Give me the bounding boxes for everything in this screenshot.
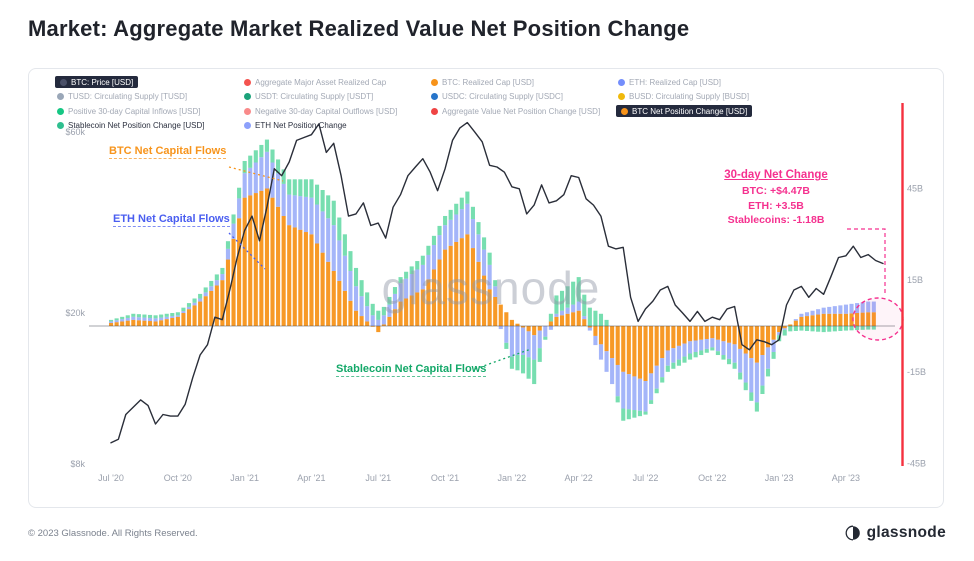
svg-text:$8k: $8k [70, 459, 85, 469]
legend-dot-icon [60, 78, 67, 86]
legend-dot-icon [621, 107, 628, 115]
legend-dot-icon [244, 93, 251, 100]
legend-item[interactable]: USDT: Circulating Supply [USDT] [242, 91, 429, 102]
legend-row: BTC: Price [USD] Aggregate Major Asset Re… [55, 76, 937, 88]
page-footer: © 2023 Glassnode. All Rights Reserved. g… [28, 524, 946, 542]
legend-item[interactable]: ETH Net Position Change [242, 120, 429, 131]
svg-text:Jul '21: Jul '21 [365, 473, 391, 483]
svg-text:Jan '21: Jan '21 [230, 473, 259, 483]
legend-item[interactable]: BTC: Price [USD] [55, 76, 242, 88]
legend-item[interactable]: BUSD: Circulating Supply [BUSD] [616, 91, 803, 102]
svg-text:-45B: -45B [907, 459, 926, 469]
annotation-net-change-eth: ETH: +3.5B [748, 199, 804, 212]
legend-dot-icon [618, 78, 625, 86]
chart-legend: BTC: Price [USD] Aggregate Major Asset Re… [55, 76, 937, 134]
glassnode-watermark: glassnode [381, 262, 601, 314]
legend-label: Stablecoin Net Position Change [USD] [68, 121, 205, 130]
svg-text:Oct '22: Oct '22 [698, 473, 726, 483]
annotation-30-day-net-change: 30-day Net Change BTC: +$4.47B ETH: +3.5… [681, 169, 871, 228]
legend-item[interactable]: BTC Net Position Change [USD] [616, 105, 803, 117]
svg-text:Jan '23: Jan '23 [765, 473, 794, 483]
legend-dot-icon [57, 93, 64, 100]
annotation-stablecoin-net-capital-flows: Stablecoin Net Capital Flows [336, 363, 487, 377]
legend-item[interactable]: ETH: Realized Cap [USD] [616, 76, 803, 88]
legend-item[interactable]: Aggregate Value Net Position Change [USD… [429, 105, 616, 117]
legend-label: Aggregate Value Net Position Change [USD… [442, 106, 601, 116]
legend-dot-icon [431, 93, 438, 100]
legend-label: BUSD: Circulating Supply [BUSD] [629, 92, 750, 101]
legend-row: Positive 30-day Capital Inflows [USD] Neg… [55, 105, 937, 117]
svg-text:Apr '22: Apr '22 [565, 473, 593, 483]
svg-text:45B: 45B [907, 183, 923, 193]
svg-text:Apr '23: Apr '23 [832, 473, 860, 483]
svg-text:Oct '20: Oct '20 [164, 473, 192, 483]
annotation-net-change-btc: BTC: +$4.47B [742, 185, 810, 197]
page-title: Market: Aggregate Market Realized Value … [28, 16, 690, 41]
svg-text:Jan '22: Jan '22 [497, 473, 526, 483]
annotation-eth-net-capital-flows: ETH Net Capital Flows [113, 213, 230, 227]
legend-dot-icon [244, 78, 251, 86]
svg-text:15B: 15B [907, 275, 923, 285]
legend-label: Aggregate Major Asset Realized Cap [255, 77, 387, 87]
legend-dot-icon [244, 122, 251, 129]
legend-label: Negative 30-day Capital Outflows [USD] [255, 106, 398, 116]
glassnode-brand-link[interactable]: glassnode [845, 524, 946, 542]
legend-item[interactable]: Stablecoin Net Position Change [USD] [55, 120, 242, 131]
svg-text:Jul '22: Jul '22 [633, 473, 659, 483]
svg-text:$20k: $20k [65, 308, 85, 318]
legend-dot-icon [57, 122, 64, 129]
legend-label: BTC Net Position Change [USD] [632, 106, 748, 116]
svg-text:Oct '21: Oct '21 [431, 473, 459, 483]
legend-label: USDC: Circulating Supply [USDC] [442, 92, 563, 101]
legend-row: Stablecoin Net Position Change [USD] ETH … [55, 120, 937, 131]
legend-dot-icon [57, 107, 64, 115]
legend-dot-icon [244, 107, 251, 115]
legend-label: Positive 30-day Capital Inflows [USD] [68, 106, 201, 116]
legend-label: ETH: Realized Cap [USD] [629, 77, 722, 87]
glassnode-brand-text: glassnode [866, 524, 946, 541]
legend-label: BTC: Realized Cap [USD] [442, 77, 535, 87]
annotation-btc-net-capital-flows: BTC Net Capital Flows [109, 145, 227, 159]
legend-label: ETH Net Position Change [255, 121, 347, 130]
legend-dot-icon [431, 107, 438, 115]
annotation-net-change-stablecoins: Stablecoins: -1.18B [727, 214, 825, 227]
chart-card: $60k $20k $8k 45B 15B -15B -45B Jul '20 Oct '20 J… [28, 68, 944, 508]
legend-dot-icon [431, 78, 438, 86]
svg-text:Jul '20: Jul '20 [98, 473, 124, 483]
annotation-net-change-title: 30-day Net Change [724, 169, 828, 181]
legend-dot-icon [618, 93, 625, 100]
legend-item[interactable]: BTC: Realized Cap [USD] [429, 76, 616, 88]
chart-plot[interactable]: $60k $20k $8k 45B 15B -15B -45B Jul '20 Oct '20 J… [29, 69, 945, 509]
svg-text:$60k: $60k [65, 127, 85, 137]
legend-item[interactable]: TUSD: Circulating Supply [TUSD] [55, 91, 242, 102]
legend-item[interactable]: Aggregate Major Asset Realized Cap [242, 76, 429, 88]
legend-label: TUSD: Circulating Supply [TUSD] [68, 92, 188, 101]
legend-item[interactable]: USDC: Circulating Supply [USDC] [429, 91, 616, 102]
svg-text:Apr '21: Apr '21 [297, 473, 325, 483]
copyright-text: © 2023 Glassnode. All Rights Reserved. [28, 527, 198, 539]
legend-item[interactable]: Negative 30-day Capital Outflows [USD] [242, 105, 429, 117]
legend-row: TUSD: Circulating Supply [TUSD] USDT: Cir… [55, 91, 937, 102]
legend-label: USDT: Circulating Supply [USDT] [255, 92, 374, 101]
legend-item[interactable]: Positive 30-day Capital Inflows [USD] [55, 105, 242, 117]
svg-text:-15B: -15B [907, 367, 926, 377]
glassnode-logo-icon [845, 525, 861, 541]
legend-label: BTC: Price [USD] [71, 77, 134, 87]
